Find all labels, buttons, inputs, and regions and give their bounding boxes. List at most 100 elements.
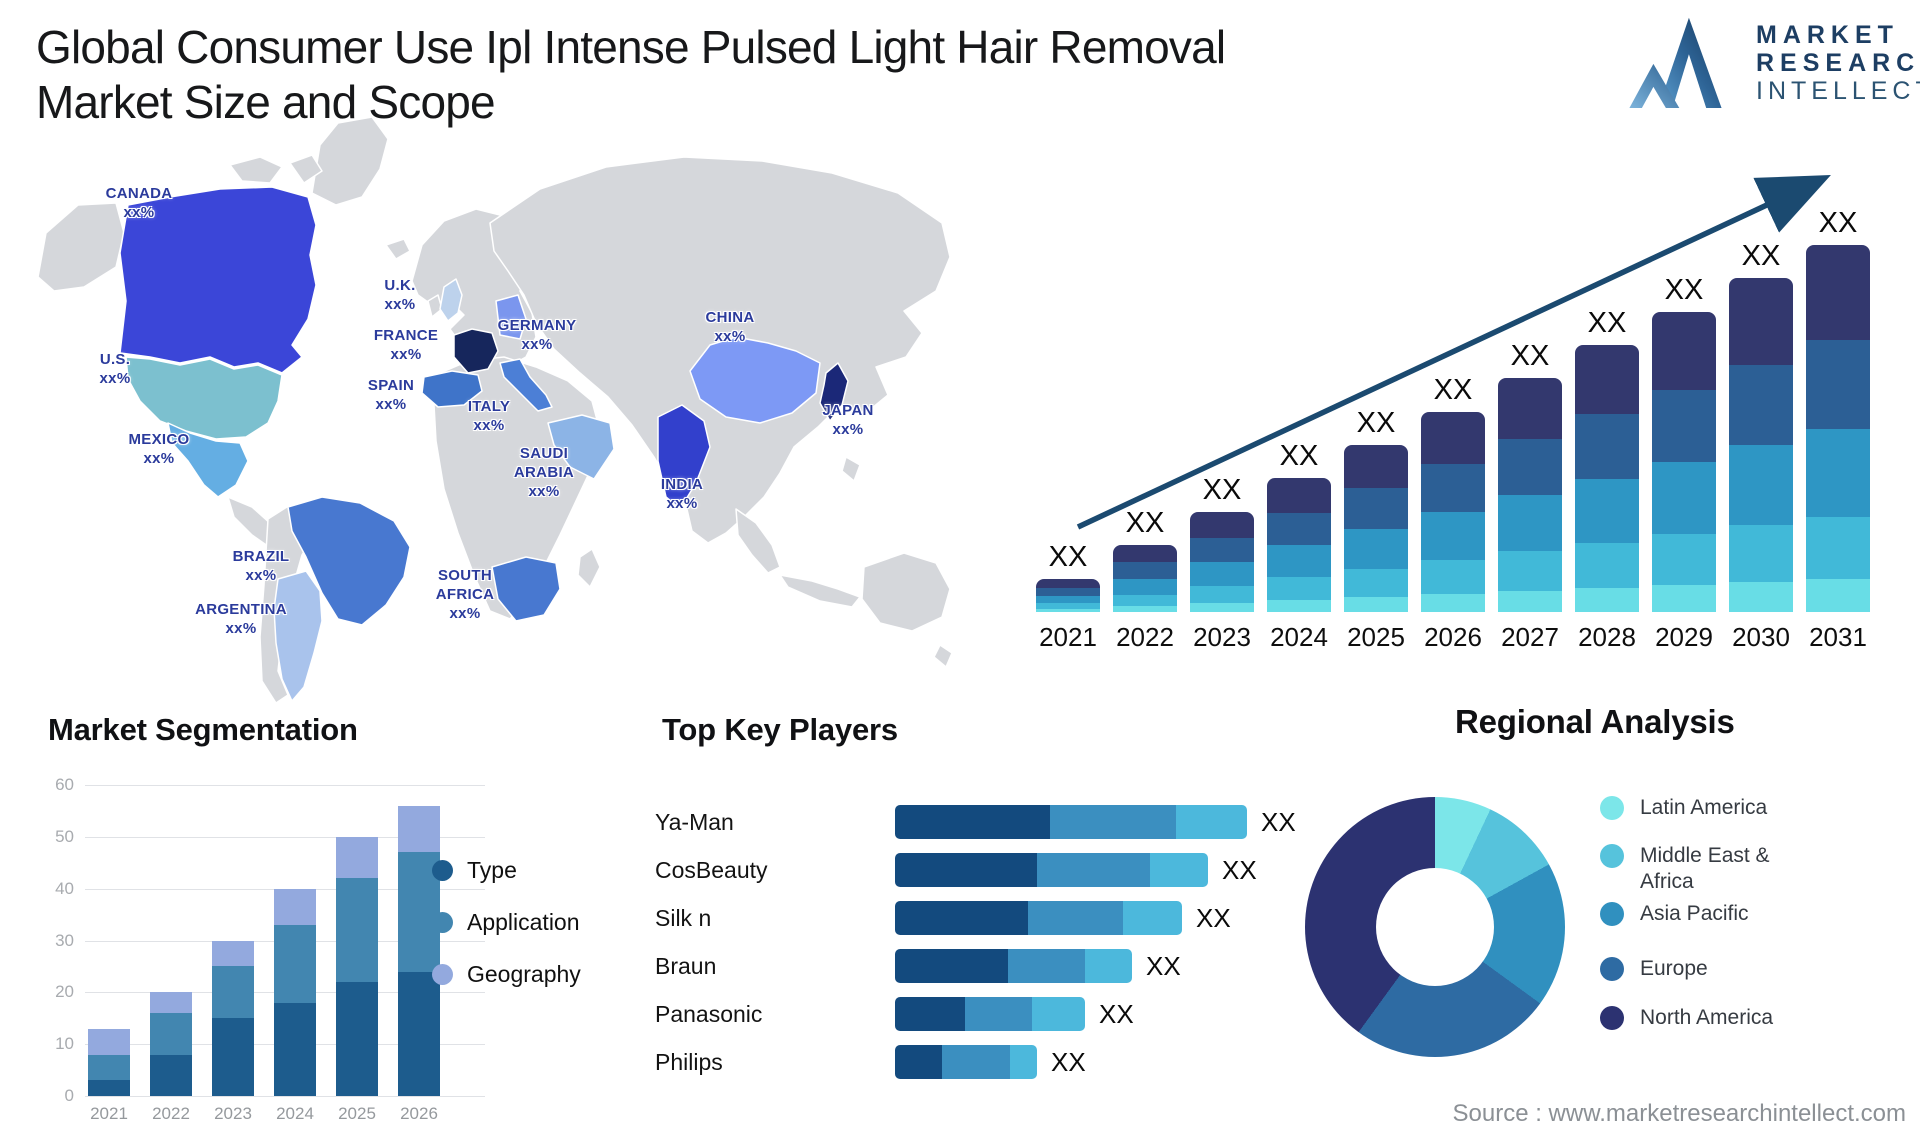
forecast-year-label: 2031 [1809, 622, 1867, 652]
seg-xlabel: 2021 [90, 1104, 128, 1123]
seg-segment-application [212, 966, 254, 1019]
map-label-name: CHINA [705, 309, 755, 326]
seg-segment-geography [398, 805, 440, 853]
trend-arrow [1076, 175, 1831, 530]
regional-legend-label: Asia Pacific [1640, 902, 1749, 925]
forecast-value-label: XX [1587, 307, 1627, 339]
player-bar-segment-3 [1032, 997, 1085, 1031]
seg-ytick-label: 20 [55, 982, 74, 1002]
map-label-name: CANADA [105, 185, 173, 202]
player-bar [895, 805, 1247, 839]
forecast-segment [1344, 488, 1408, 529]
forecast-segment [1344, 596, 1408, 612]
map-label-value: xx% [375, 395, 407, 413]
forecast-segment [1575, 542, 1639, 588]
forecast-bar-2023 [1190, 512, 1254, 612]
forecast-bar-2021 [1036, 579, 1100, 612]
page-title-line1: Global Consumer Use Ipl Intense Pulsed L… [36, 21, 1226, 73]
regional-legend-dot [1600, 957, 1624, 981]
seg-segment-type [398, 971, 440, 1096]
forecast-segment [1421, 512, 1485, 560]
regional-legend-dot [1600, 844, 1624, 868]
player-row-2: CosBeauty XX [535, 853, 1335, 893]
regional-legend-item-2: Middle East & Africa [1600, 843, 1790, 894]
player-row-6: Philips XX [535, 1045, 1335, 1085]
legend-label: Geography [467, 960, 581, 987]
forecast-year-label: 2027 [1501, 622, 1559, 652]
legend-item-type: Type [432, 856, 581, 884]
map-label-mexico: MEXICO xx% [129, 431, 190, 469]
player-row-3: Silk n XX [535, 901, 1335, 941]
forecast-segment [1806, 578, 1870, 612]
player-row-1: Ya-Man XX [535, 805, 1335, 845]
source-attribution: Source : www.marketresearchintellect.com [1452, 1100, 1907, 1127]
forecast-bar-2025 [1344, 445, 1408, 612]
forecast-segment [1190, 562, 1254, 586]
map-label-spain: SPAIN xx% [368, 377, 414, 415]
forecast-year-label: 2021 [1039, 622, 1097, 652]
player-label: Panasonic [655, 1001, 763, 1027]
segmentation-legend: Type Application Geography [432, 856, 581, 988]
map-label-saudi: SAUDI ARABIA xx% [498, 445, 590, 501]
forecast-year-label: 2026 [1424, 622, 1482, 652]
country-canada [119, 186, 317, 374]
regional-legend-item-4: Europe [1600, 956, 1790, 982]
forecast-value-label: XX [1741, 240, 1781, 272]
map-label-usa: U.S. xx% [100, 351, 131, 389]
legend-dot-application [432, 911, 453, 933]
seg-segment-type [336, 981, 378, 1096]
country-germany [495, 294, 527, 340]
seg-bar-2023 [212, 940, 254, 1096]
forecast-segment [1267, 599, 1331, 612]
map-label-name: GERMANY [497, 317, 577, 334]
segmentation-chart: 0 10 20 30 40 50 60 2021 2022 2023 2024 2025 2026 [40, 770, 660, 1146]
forecast-segment [1036, 595, 1100, 604]
player-bar-segment-3 [1010, 1045, 1037, 1079]
forecast-segment [1575, 587, 1639, 612]
country-mexico [167, 422, 249, 498]
player-row-4: Braun XX [535, 949, 1335, 989]
seg-xlabel: 2025 [338, 1104, 376, 1123]
country-italy [499, 358, 553, 412]
player-value-label: XX [1099, 999, 1134, 1029]
forecast-bar-2029 [1652, 312, 1716, 612]
forecast-segment [1806, 245, 1870, 341]
player-bar-segment-1 [895, 805, 1050, 839]
map-label-value: xx% [123, 203, 155, 221]
forecast-segment [1806, 428, 1870, 517]
regional-legend-label: North America [1640, 1006, 1774, 1029]
seg-bar-2022 [150, 992, 192, 1096]
seg-ytick-label: 30 [55, 930, 74, 950]
forecast-year-label: 2030 [1732, 622, 1790, 652]
forecast-value-label: XX [1048, 541, 1088, 573]
map-label-germany: GERMANY xx% [498, 317, 577, 355]
country-france [453, 328, 499, 374]
map-label-name: ARGENTINA [195, 601, 287, 618]
forecast-segment [1498, 551, 1562, 591]
map-label-value: xx% [384, 295, 416, 313]
forecast-value-label: XX [1125, 507, 1165, 539]
map-label-value: xx% [390, 345, 422, 363]
player-label: Silk n [655, 905, 712, 931]
forecast-segment [1652, 534, 1716, 585]
forecast-year-label: 2028 [1578, 622, 1636, 652]
forecast-segment [1498, 494, 1562, 552]
forecast-segment [1575, 478, 1639, 543]
forecast-bar-2026 [1421, 412, 1485, 612]
map-label-value: xx% [832, 420, 864, 438]
regional-legend-dot [1600, 796, 1624, 820]
seg-segment-type [150, 1054, 192, 1096]
regional-legend-label: Middle East & Africa [1640, 844, 1770, 893]
forecast-segment [1421, 560, 1485, 594]
forecast-segment [1806, 340, 1870, 429]
forecast-value-label: XX [1433, 374, 1473, 406]
map-label-value: xx% [666, 494, 698, 512]
map-label-italy: ITALY xx% [468, 398, 510, 436]
forecast-segment [1267, 478, 1331, 513]
logo-word-market: MARKET [1756, 20, 1899, 49]
player-bar-segment-3 [1176, 805, 1247, 839]
forecast-segment [1036, 579, 1100, 588]
player-value-label: XX [1051, 1047, 1086, 1077]
map-label-name: ITALY [467, 398, 511, 415]
world-map-svg [37, 116, 953, 704]
